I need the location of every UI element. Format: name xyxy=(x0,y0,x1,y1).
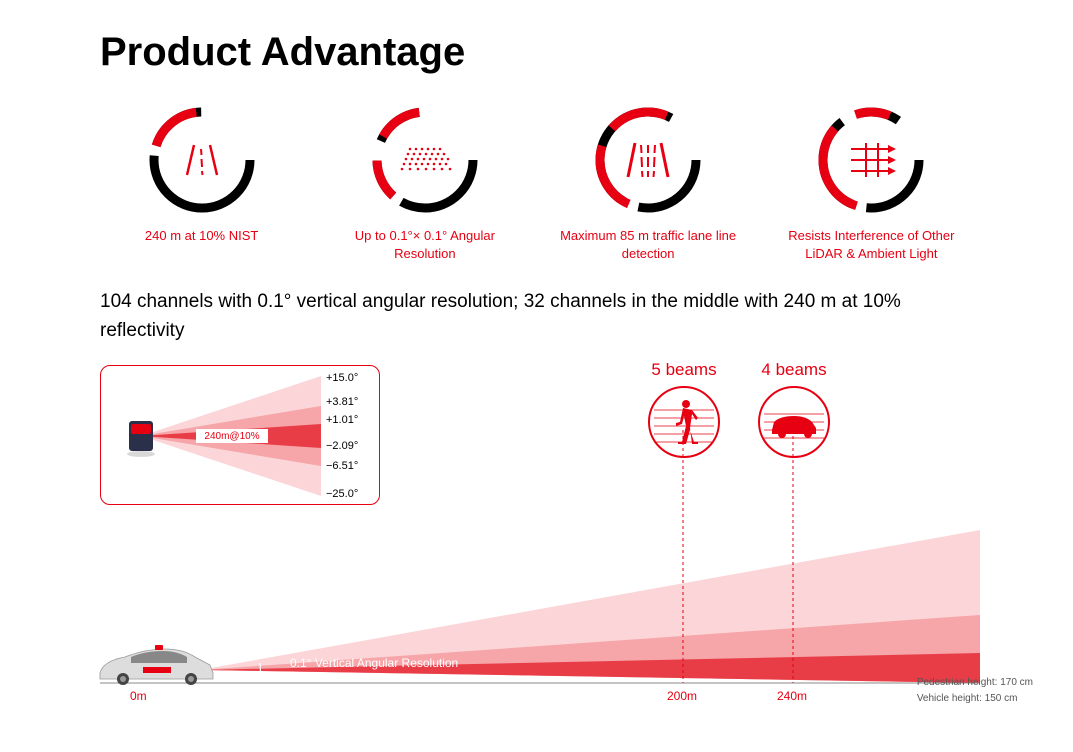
lanes-icon xyxy=(593,105,703,215)
fov-inset: 240m@10% +15.0° +3.81° +1.01° −2.09° −6.… xyxy=(100,365,380,505)
legend-pedestrian: Pedestrian height: 170 cm xyxy=(917,675,1033,691)
beam-vehicle: 4 beams xyxy=(758,360,830,458)
distance-origin: 0m xyxy=(130,689,147,703)
diagram-area: 240m@10% +15.0° +3.81° +1.01° −2.09° −6.… xyxy=(100,365,973,725)
legend: Pedestrian height: 170 cm Vehicle height… xyxy=(917,675,1033,707)
pedestrian-icon xyxy=(648,386,720,458)
feature-interference: Resists Interference of Other LiDAR & Am… xyxy=(770,105,973,263)
feature-resolution: Up to 0.1°× 0.1° Angular Resolution xyxy=(323,105,526,263)
fov-badge-text: 240m@10% xyxy=(204,431,259,442)
resolution-label: 0.1° Vertical Angular Resolution xyxy=(290,656,458,670)
feature-lane: Maximum 85 m traffic lane line detection xyxy=(547,105,750,263)
fov-angle: −6.51° xyxy=(326,460,358,472)
feature-label: Resists Interference of Other LiDAR & Am… xyxy=(776,227,966,263)
feature-row: 240 m at 10% NIST Up to 0.1°× 0.1° Angul… xyxy=(100,105,973,263)
feature-range: 240 m at 10% NIST xyxy=(100,105,303,263)
subtitle-text: 104 channels with 0.1° vertical angular … xyxy=(100,288,973,345)
dotgrid-icon xyxy=(370,105,480,215)
legend-vehicle: Vehicle height: 150 cm xyxy=(917,691,1033,707)
beam-pedestrian: 5 beams xyxy=(648,360,720,458)
distance-200m: 200m xyxy=(667,689,697,703)
fov-angle: −25.0° xyxy=(326,488,358,500)
feature-label: Up to 0.1°× 0.1° Angular Resolution xyxy=(330,227,520,263)
fov-angle: +15.0° xyxy=(326,372,358,384)
feature-label: Maximum 85 m traffic lane line detection xyxy=(553,227,743,263)
car-icon xyxy=(95,643,215,685)
beam-title: 4 beams xyxy=(758,360,830,380)
fov-angle: +1.01° xyxy=(326,414,358,426)
fov-angle: +3.81° xyxy=(326,396,358,408)
distance-240m: 240m xyxy=(777,689,807,703)
interference-icon xyxy=(816,105,926,215)
detection-cone: 0.1° Vertical Angular Resolution 0m 200m… xyxy=(100,515,973,705)
beam-title: 5 beams xyxy=(648,360,720,380)
feature-label: 240 m at 10% NIST xyxy=(145,227,258,245)
road-icon xyxy=(147,105,257,215)
fov-angle: −2.09° xyxy=(326,440,358,452)
page-title: Product Advantage xyxy=(100,30,973,75)
car-small-icon xyxy=(758,386,830,458)
